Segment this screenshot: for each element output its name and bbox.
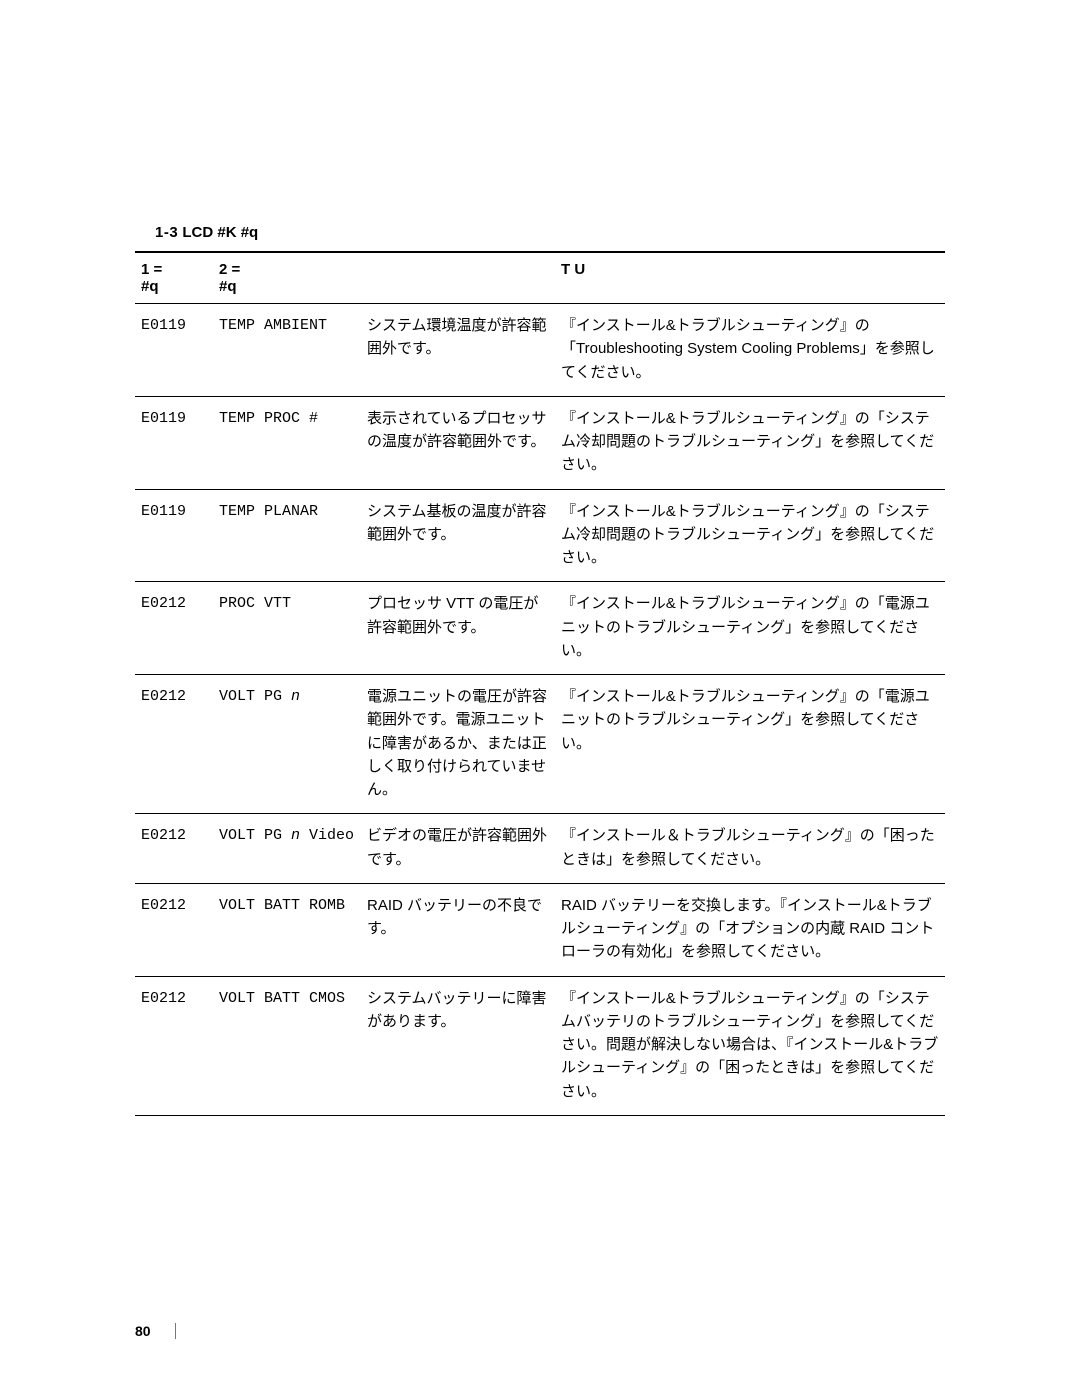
table-row: E0119TEMP PROC #表示されているプロセッサの温度が許容範囲外です。…	[135, 396, 945, 489]
label-cell: PROC VTT	[213, 582, 361, 675]
page-divider	[175, 1323, 176, 1339]
desc-cell: 電源ユニットの電圧が許容範囲外です。電源ユニットに障害があるか、または正しく取り…	[361, 675, 555, 814]
label-cell: VOLT BATT CMOS	[213, 976, 361, 1115]
table-row: E0212PROC VTTプロセッサ VTT の電圧が許容範囲外です。『インスト…	[135, 582, 945, 675]
table-row: E0119TEMP PLANARシステム基板の温度が許容範囲外です。『インストー…	[135, 489, 945, 582]
desc-cell: RAID バッテリーの不良です。	[361, 883, 555, 976]
label-cell: VOLT PG n Video	[213, 814, 361, 884]
table-body: E0119TEMP AMBIENTシステム環境温度が許容範囲外です。『インストー…	[135, 304, 945, 1116]
label-cell: VOLT PG n	[213, 675, 361, 814]
desc-cell: システム基板の温度が許容範囲外です。	[361, 489, 555, 582]
title-prefix: 1-3	[155, 224, 178, 241]
table-row: E0212VOLT PG n Videoビデオの電圧が許容範囲外です。『インスト…	[135, 814, 945, 884]
header-col-3	[361, 252, 555, 304]
code-cell: E0212	[135, 675, 213, 814]
label-cell: TEMP PLANAR	[213, 489, 361, 582]
table-row: E0119TEMP AMBIENTシステム環境温度が許容範囲外です。『インストー…	[135, 304, 945, 397]
table-title: 1-3 LCD #K #q	[135, 224, 945, 241]
action-cell: RAID バッテリーを交換します。『インストール&トラブルシューティング』の「オ…	[555, 883, 945, 976]
header-col2-line2: #q	[219, 278, 355, 295]
page-number: 80	[135, 1323, 151, 1339]
code-cell: E0212	[135, 976, 213, 1115]
action-cell: 『インストール＆トラブルシューティング』の「困ったときは」を参照してください。	[555, 814, 945, 884]
label-cell: TEMP PROC #	[213, 396, 361, 489]
desc-cell: ビデオの電圧が許容範囲外です。	[361, 814, 555, 884]
label-cell: VOLT BATT ROMB	[213, 883, 361, 976]
code-cell: E0119	[135, 304, 213, 397]
action-cell: 『インストール&トラブルシューティング』の「Troubleshooting Sy…	[555, 304, 945, 397]
title-main: LCD	[182, 224, 213, 241]
action-cell: 『インストール&トラブルシューティング』の「システムバッテリのトラブルシューティ…	[555, 976, 945, 1115]
label-cell: TEMP AMBIENT	[213, 304, 361, 397]
table-row: E0212VOLT PG n電源ユニットの電圧が許容範囲外です。電源ユニットに障…	[135, 675, 945, 814]
desc-cell: プロセッサ VTT の電圧が許容範囲外です。	[361, 582, 555, 675]
page-footer: 80	[135, 1323, 176, 1339]
action-cell: 『インストール&トラブルシューティング』の「システム冷却問題のトラブルシューティ…	[555, 489, 945, 582]
header-col-1: 1 = #q	[135, 252, 213, 304]
code-cell: E0212	[135, 814, 213, 884]
table-row: E0212VOLT BATT CMOSシステムバッテリーに障害があります。『イン…	[135, 976, 945, 1115]
header-col1-line2: #q	[141, 278, 207, 295]
code-cell: E0119	[135, 396, 213, 489]
header-col-4: T U	[555, 252, 945, 304]
header-col-2: 2 = #q	[213, 252, 361, 304]
action-cell: 『インストール&トラブルシューティング』の「電源ユニットのトラブルシューティング…	[555, 582, 945, 675]
desc-cell: システム環境温度が許容範囲外です。	[361, 304, 555, 397]
header-col2-line1: 2 =	[219, 261, 355, 278]
title-suffix: #K #q	[217, 224, 258, 241]
header-col1-line1: 1 =	[141, 261, 207, 278]
code-cell: E0119	[135, 489, 213, 582]
code-cell: E0212	[135, 883, 213, 976]
desc-cell: システムバッテリーに障害があります。	[361, 976, 555, 1115]
code-cell: E0212	[135, 582, 213, 675]
action-cell: 『インストール&トラブルシューティング』の「システム冷却問題のトラブルシューティ…	[555, 396, 945, 489]
lcd-status-table: 1 = #q 2 = #q T U E0119TEMP AMBIENTシステム環…	[135, 251, 945, 1116]
action-cell: 『インストール&トラブルシューティング』の「電源ユニットのトラブルシューティング…	[555, 675, 945, 814]
table-header-row: 1 = #q 2 = #q T U	[135, 252, 945, 304]
desc-cell: 表示されているプロセッサの温度が許容範囲外です。	[361, 396, 555, 489]
table-row: E0212VOLT BATT ROMBRAID バッテリーの不良です。RAID …	[135, 883, 945, 976]
